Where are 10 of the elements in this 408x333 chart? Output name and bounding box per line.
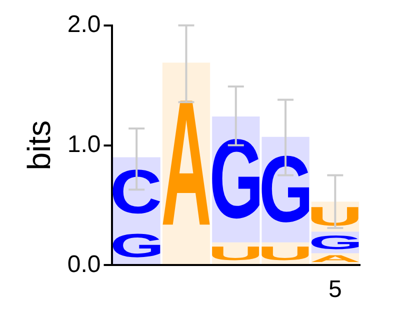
y-axis-title: bits bbox=[21, 120, 58, 170]
y-tick-label: 1.0 bbox=[67, 130, 101, 158]
y-tick-label: 2.0 bbox=[67, 11, 101, 38]
x-tick-label: 5 bbox=[328, 276, 342, 304]
bar bbox=[262, 242, 310, 264]
bar bbox=[212, 242, 260, 264]
data-label: G bbox=[308, 231, 364, 254]
data-label: A bbox=[161, 61, 212, 263]
data-label: A bbox=[310, 253, 361, 264]
y-tick-label: 0.0 bbox=[67, 250, 101, 278]
